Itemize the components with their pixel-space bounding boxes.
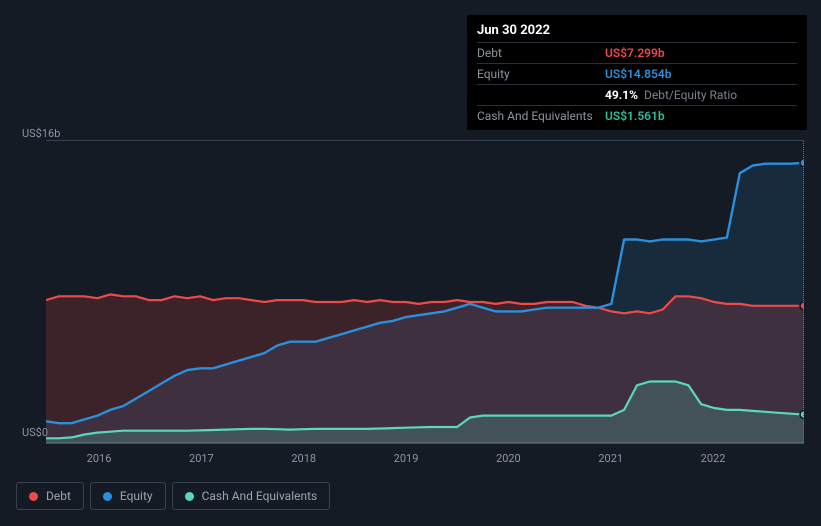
x-axis-tick-label: 2017 — [189, 452, 214, 465]
legend-label: Debt — [46, 489, 71, 503]
tooltip-row-ratio: 49.1%Debt/Equity Ratio — [477, 84, 797, 105]
swatch-icon — [29, 492, 38, 501]
x-axis-tick-label: 2020 — [496, 452, 521, 465]
legend-label: Equity — [120, 489, 153, 503]
tooltip-value: 49.1%Debt/Equity Ratio — [605, 88, 737, 102]
tooltip-value: US$1.561b — [605, 109, 665, 123]
swatch-icon — [103, 492, 112, 501]
hover-marker-line — [803, 141, 804, 442]
tooltip-value: US$7.299b — [605, 46, 665, 60]
legend-label: Cash And Equivalents — [202, 489, 318, 503]
x-axis-tick-label: 2022 — [701, 452, 726, 465]
legend: Debt Equity Cash And Equivalents — [16, 482, 330, 510]
plot-region[interactable] — [46, 140, 804, 443]
tooltip-label: Debt — [477, 46, 605, 60]
x-axis-tick-label: 2018 — [291, 452, 316, 465]
legend-item-equity[interactable]: Equity — [90, 482, 166, 510]
x-axis-tick-label: 2019 — [394, 452, 419, 465]
y-axis-bottom-label: US$0 — [22, 426, 48, 439]
tooltip-label: Equity — [477, 67, 605, 81]
x-axis-tick-label: 2021 — [598, 452, 623, 465]
swatch-icon — [185, 492, 194, 501]
legend-item-cash[interactable]: Cash And Equivalents — [172, 482, 331, 510]
tooltip-row-debt: Debt US$7.299b — [477, 42, 797, 63]
hover-tooltip: Jun 30 2022 Debt US$7.299b Equity US$14.… — [467, 15, 807, 130]
x-axis-labels: 2016 2017 2018 2019 2020 2021 2022 — [46, 452, 804, 468]
tooltip-label — [477, 88, 605, 102]
tooltip-row-equity: Equity US$14.854b — [477, 63, 797, 84]
x-axis-tick-label: 2016 — [87, 452, 112, 465]
tooltip-value: US$14.854b — [605, 67, 672, 81]
tooltip-date: Jun 30 2022 — [477, 21, 797, 42]
legend-item-debt[interactable]: Debt — [16, 482, 84, 510]
tooltip-label: Cash And Equivalents — [477, 109, 605, 123]
plot-svg — [46, 141, 804, 444]
y-axis-top-label: US$16b — [22, 127, 60, 140]
chart-area[interactable]: US$16b US$0 2016 2017 2018 2019 2020 2021 2022 — [16, 122, 806, 467]
